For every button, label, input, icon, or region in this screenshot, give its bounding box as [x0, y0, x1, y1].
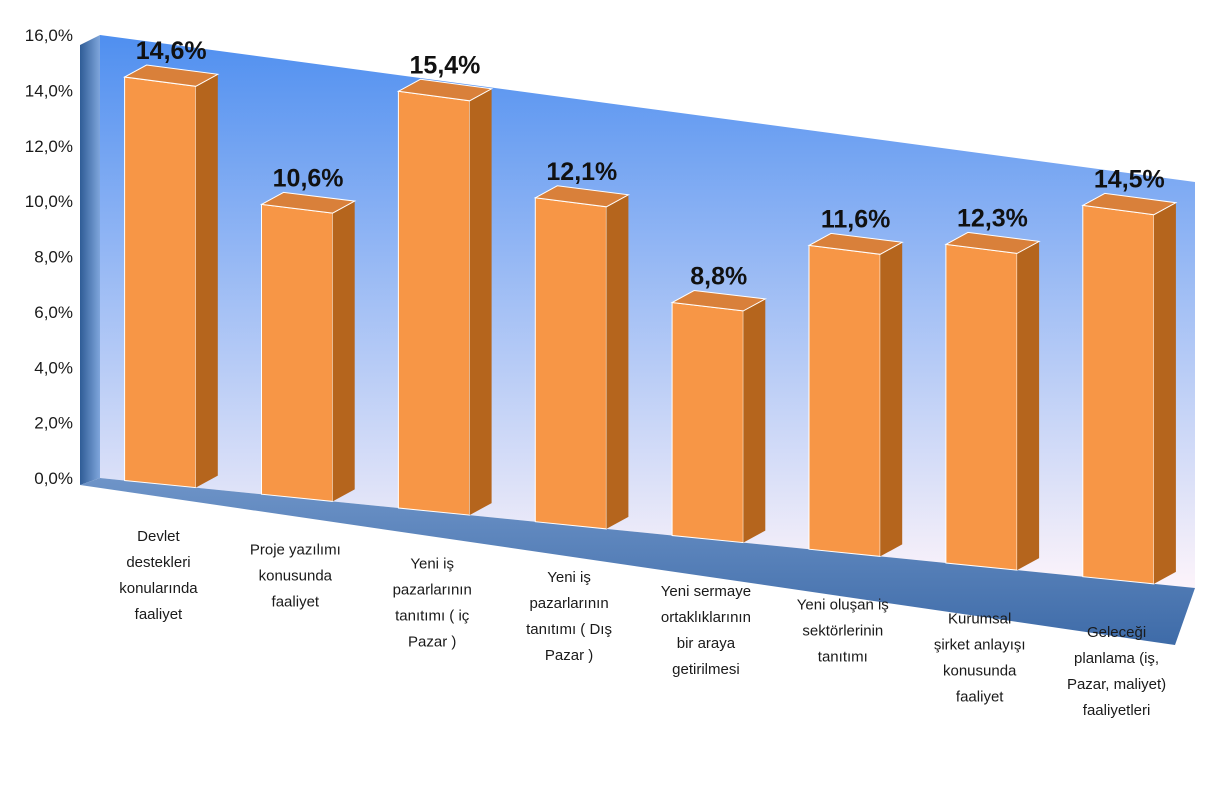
bar-value-label: 14,5%	[1094, 165, 1165, 193]
bar-side	[606, 194, 629, 529]
x-tick-label-line: faaliyet	[272, 594, 320, 611]
x-tick-label-line: Devlet	[137, 528, 180, 545]
x-tick-label-line: faaliyetleri	[1083, 702, 1151, 719]
x-tick-label: Devlet destekleri konularında faaliyet	[119, 528, 198, 623]
y-tick-label: 12,0%	[25, 137, 73, 156]
x-tick-label-line: Geleceği	[1087, 624, 1146, 641]
x-tick-label: Geleceği planlama (iş, Pazar, maliyet) faal…	[1067, 624, 1166, 719]
x-tick-label: Proje yazılımı konusunda faaliyet	[250, 542, 341, 611]
chart-walls	[80, 35, 1195, 645]
bar-value-label: 8,8%	[690, 262, 747, 290]
x-tick-label-line: ortaklıklarının	[661, 609, 751, 626]
x-tick-label-line: Yeni iş	[410, 555, 454, 572]
x-tick-label-line: Pazar )	[408, 633, 456, 650]
bar-group: 14,5%	[1081, 165, 1178, 585]
bar-group: 15,4%	[396, 51, 494, 516]
side-wall	[80, 35, 100, 485]
y-tick-label: 6,0%	[34, 303, 73, 322]
x-tick-label-line: bir araya	[677, 635, 736, 652]
bar-group: 12,1%	[533, 158, 630, 530]
x-tick-label: Yeni iş pazarlarının tanıtımı ( Dış Pazar )	[526, 569, 612, 664]
bar-top	[259, 191, 357, 214]
bar-value-label: 12,3%	[957, 204, 1028, 232]
bar-group: 8,8%	[670, 262, 767, 544]
x-tick-label-line: Pazar )	[545, 647, 593, 664]
y-tick-label: 4,0%	[34, 358, 73, 377]
bar-top	[807, 232, 904, 255]
x-tick-label-line: konularında	[119, 580, 198, 597]
bar-top	[944, 231, 1041, 254]
x-tick-label: Yeni sermaye ortaklıklarının bir araya geti…	[661, 583, 751, 678]
x-tick-label-line: konusunda	[943, 662, 1017, 679]
bar-value-label: 15,4%	[410, 51, 481, 79]
x-tick-label-line: konusunda	[259, 568, 333, 585]
x-tick-label: Yeni oluşan iş sektörlerinin tanıtımı	[797, 597, 889, 666]
bar-side	[880, 242, 903, 557]
x-tick-label-line: getirilmesi	[672, 661, 740, 678]
x-tick-label-line: faaliyet	[956, 688, 1004, 705]
y-axis: 0,0% 2,0% 4,0% 6,0% 8,0% 10,0% 12,0% 14,0% 16,0%	[25, 26, 73, 488]
bar-front	[261, 203, 334, 502]
x-tick-label-line: şirket anlayışı	[934, 636, 1026, 653]
x-tick-label-line: sektörlerinin	[802, 623, 883, 640]
x-tick-label-line: Proje yazılımı	[250, 542, 341, 559]
bar-front	[808, 244, 881, 557]
bars: 14,6% 10,6% 15,4% 12,1% 8,8% 11,6% 12,3% 14,5%	[123, 37, 1178, 585]
bar-value-label: 11,6%	[821, 205, 891, 233]
bar-value-label: 10,6%	[273, 164, 344, 192]
bar-group: 12,3%	[944, 204, 1041, 571]
x-axis: Devlet destekleri konularında faaliyetProje…	[119, 528, 1166, 719]
y-tick-label: 0,0%	[34, 469, 73, 488]
x-tick-label-line: planlama (iş,	[1074, 650, 1159, 667]
bar-front	[1082, 204, 1155, 585]
y-tick-label: 14,0%	[25, 81, 73, 100]
bar-side	[743, 298, 766, 543]
y-tick-label: 10,0%	[25, 192, 73, 211]
x-tick-label-line: Yeni sermaye	[661, 583, 751, 600]
x-tick-label-line: Kurumsal	[948, 610, 1011, 627]
bar-group: 11,6%	[807, 205, 904, 557]
bar-top	[1081, 192, 1178, 216]
bar-top	[396, 78, 494, 102]
bar-value-label: 14,6%	[136, 37, 207, 65]
bar-top	[123, 64, 220, 87]
x-tick-label-line: tanıtımı ( Dış	[526, 621, 612, 638]
x-tick-label-line: pazarlarının	[529, 595, 608, 612]
bar-value-label: 12,1%	[546, 158, 617, 186]
bar-side	[1017, 241, 1040, 571]
bar-front	[397, 90, 471, 516]
bar-front	[124, 76, 197, 489]
bar-side	[332, 201, 355, 502]
x-tick-label-line: Pazar, maliyet)	[1067, 676, 1166, 693]
floor	[80, 478, 1195, 645]
bar-side	[195, 74, 218, 488]
x-tick-label-line: tanıtımı	[818, 649, 868, 666]
x-tick-label: Yeni iş pazarlarının tanıtımı ( iç Pazar )	[393, 555, 472, 650]
x-tick-label-line: faaliyet	[135, 606, 183, 623]
bar-group: 14,6%	[123, 37, 220, 489]
x-tick-label-line: Yeni oluşan iş	[797, 597, 889, 614]
x-tick-label-line: Yeni iş	[547, 569, 591, 586]
y-tick-label: 16,0%	[25, 26, 73, 45]
bar-side	[1153, 202, 1176, 584]
bar-group: 10,6%	[259, 164, 357, 502]
bar-top	[670, 289, 767, 312]
x-tick-label-line: tanıtımı ( iç	[395, 607, 470, 624]
bar-front	[671, 301, 744, 544]
x-tick-label: Kurumsal şirket anlayışı konusunda faaliyet	[934, 610, 1026, 705]
bar-front	[945, 243, 1018, 571]
x-tick-label-line: pazarlarının	[393, 581, 472, 598]
x-tick-label-line: destekleri	[126, 554, 190, 571]
bar-top	[533, 185, 630, 208]
bar-side	[469, 88, 492, 516]
bar-front	[534, 197, 607, 530]
y-tick-label: 8,0%	[34, 248, 73, 267]
back-wall	[100, 35, 1195, 588]
y-tick-label: 2,0%	[34, 414, 73, 433]
